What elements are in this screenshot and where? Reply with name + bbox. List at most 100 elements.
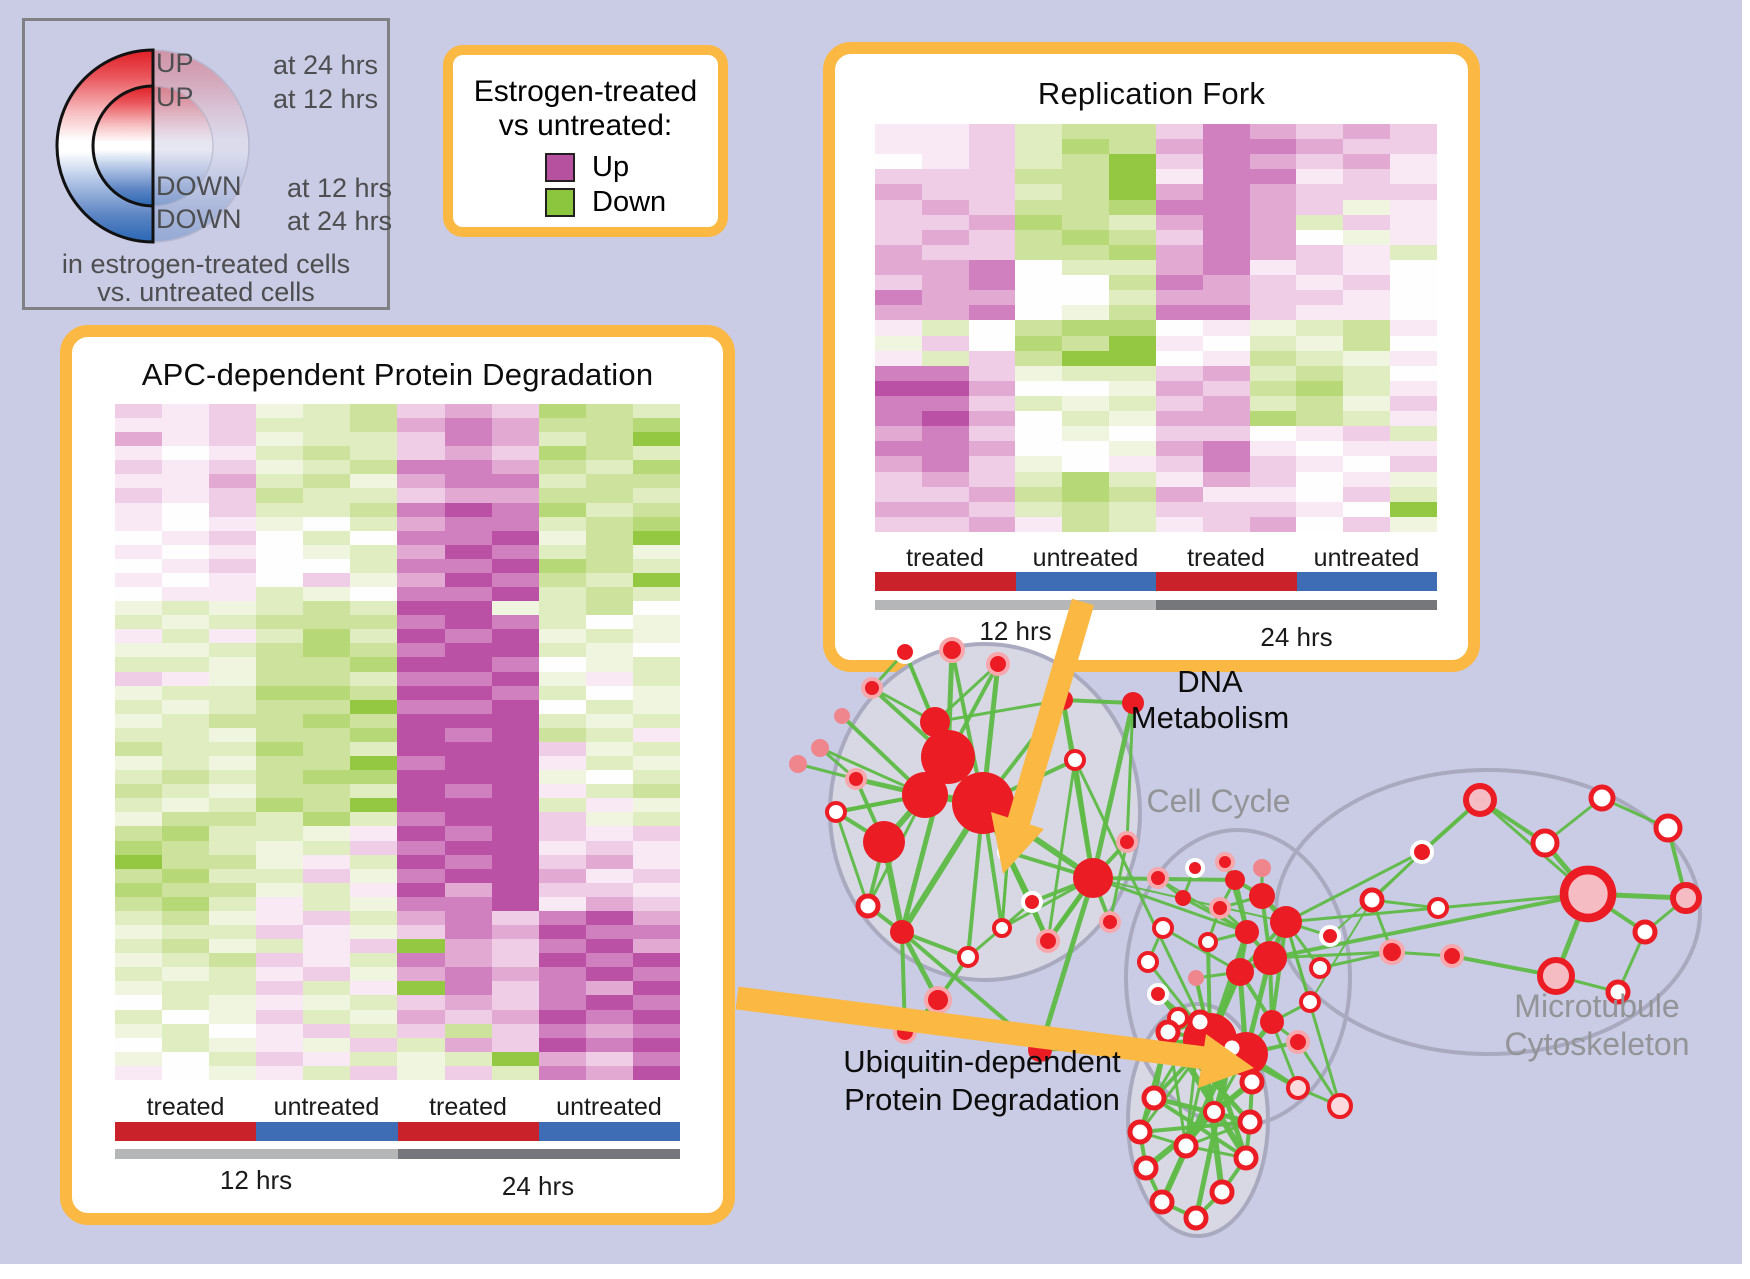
heatmap-cell — [115, 1051, 163, 1066]
heatmap-cell — [303, 784, 351, 799]
heatmap-cell — [256, 1023, 304, 1038]
network-node — [1147, 867, 1169, 889]
heatmap-cell — [1015, 184, 1063, 200]
network-edge — [1046, 759, 1077, 942]
heatmap-cell — [1202, 411, 1250, 427]
heatmap-cell — [1062, 214, 1110, 230]
heatmap-cell — [1202, 471, 1250, 487]
heatmap-cell — [921, 139, 969, 155]
heatmap-cell — [1062, 199, 1110, 215]
heatmap-cell — [397, 981, 445, 996]
heatmap-cell — [1343, 501, 1391, 517]
heatmap-cell — [444, 657, 492, 672]
heatmap-cell — [303, 713, 351, 728]
group-label: treated — [429, 1093, 507, 1121]
heatmap-cell — [444, 629, 492, 644]
heatmap-cell — [1155, 350, 1203, 366]
down-color-swatch — [545, 188, 575, 217]
heatmap-cell — [162, 685, 210, 700]
heatmap-cell — [397, 418, 445, 433]
heatmap-cell — [256, 896, 304, 911]
heatmap-cell — [256, 967, 304, 982]
heatmap-cell — [632, 1065, 680, 1080]
heatmap-cell — [585, 572, 633, 588]
heatmap-cell — [444, 404, 492, 419]
heatmap-cell — [921, 184, 969, 200]
heatmap-cell — [1249, 199, 1297, 215]
estrogen-legend-title-2: vs untreated: — [498, 109, 673, 142]
heatmap-cell — [115, 727, 163, 742]
heatmap-cell — [115, 784, 163, 799]
heatmap-cell — [1015, 169, 1063, 185]
heatmap-cell — [209, 643, 257, 658]
heatmap-cell — [968, 139, 1016, 155]
network-node — [1237, 1109, 1263, 1135]
heatmap-cell — [303, 756, 351, 771]
heatmap-cell — [632, 770, 680, 785]
heatmap-cell — [538, 910, 586, 926]
heatmap-cell — [397, 558, 445, 573]
heatmap-cell — [256, 1009, 304, 1024]
heatmap-cell — [1296, 426, 1344, 442]
heatmap-cell — [538, 1037, 586, 1052]
heatmap-cell — [875, 154, 922, 170]
network-edge — [1309, 899, 1373, 1003]
network-edge — [1153, 1095, 1251, 1125]
heatmap-cell — [350, 615, 398, 630]
heatmap-cell — [1015, 335, 1063, 351]
heatmap-cell — [1015, 350, 1063, 366]
apc-degradation-title: APC-dependent Protein Degradation — [141, 357, 654, 392]
heatmap-cell — [632, 587, 680, 602]
heatmap-cell — [256, 699, 304, 714]
heatmap-cell — [209, 1009, 257, 1024]
heatmap-cell — [585, 854, 633, 869]
heatmap-cell — [1343, 320, 1391, 336]
heatmap-cell — [303, 854, 351, 869]
heatmap-cell — [632, 967, 680, 982]
heatmap-cell — [397, 840, 445, 855]
heatmap-cell — [632, 1051, 680, 1066]
heatmap-cell — [632, 995, 680, 1010]
heatmap-cell — [444, 770, 492, 785]
heatmap-cell — [397, 812, 445, 827]
heatmap-cell — [397, 854, 445, 869]
heatmap-cell — [632, 558, 680, 573]
heatmap-cell — [1015, 441, 1063, 457]
heatmap-cell — [444, 896, 492, 911]
heatmap-cell — [115, 713, 163, 728]
heatmap-cell — [256, 432, 304, 447]
heatmap-cell — [1249, 305, 1297, 321]
heatmap-cell — [397, 770, 445, 785]
heatmap-cell — [1249, 411, 1297, 427]
heatmap-cell — [209, 601, 257, 616]
heatmap-cell — [1343, 411, 1391, 427]
heatmap-cell — [256, 685, 304, 700]
heatmap-cell — [921, 275, 969, 291]
heatmap-cell — [921, 441, 969, 457]
network-node — [1299, 991, 1321, 1013]
heatmap-cell — [585, 812, 633, 827]
time-label-24: 24 hrs — [501, 1171, 575, 1201]
heatmap-cell — [209, 995, 257, 1010]
heatmap-cell — [115, 671, 163, 686]
heatmap-cell — [585, 615, 633, 630]
heatmap-cell — [162, 953, 210, 968]
heatmap-cell — [1062, 184, 1110, 200]
heatmap-cell — [1249, 456, 1297, 472]
heatmap-cell — [115, 418, 163, 433]
heatmap-cell — [303, 418, 351, 433]
heatmap-cell — [256, 1051, 304, 1066]
heatmap-cell — [1015, 124, 1063, 140]
heatmap-cell — [491, 925, 539, 940]
heatmap-cell — [921, 380, 969, 396]
network-edge — [1108, 841, 1129, 923]
group-label: untreated — [273, 1093, 380, 1121]
heatmap-cell — [444, 953, 492, 968]
network-node — [1175, 890, 1191, 906]
heatmap-cell — [115, 474, 163, 489]
heatmap-cell — [115, 882, 163, 897]
heatmap-cell — [1343, 184, 1391, 200]
heatmap-cell — [1296, 305, 1344, 321]
heatmap-cell — [256, 558, 304, 573]
heatmap-cell — [444, 601, 492, 616]
